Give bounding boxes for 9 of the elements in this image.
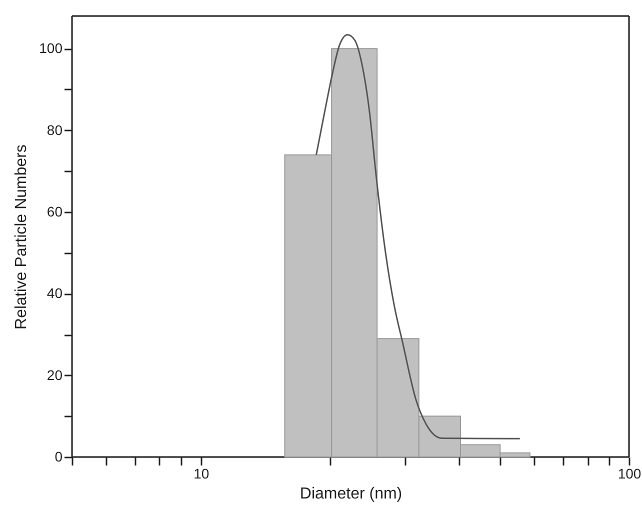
x-axis-title: Diameter (nm) (300, 486, 402, 502)
y-tick-label: 60 (46, 204, 63, 220)
y-tick-label: 20 (46, 366, 63, 383)
y-tick-label: 0 (54, 448, 63, 464)
y-tick-label: 100 (39, 40, 63, 56)
y-tick-label: 80 (46, 122, 63, 138)
y-axis-title: Relative Particle Numbers (13, 144, 30, 330)
x-tick-label: 10 (194, 466, 210, 482)
y-tick-label: 40 (46, 285, 63, 302)
